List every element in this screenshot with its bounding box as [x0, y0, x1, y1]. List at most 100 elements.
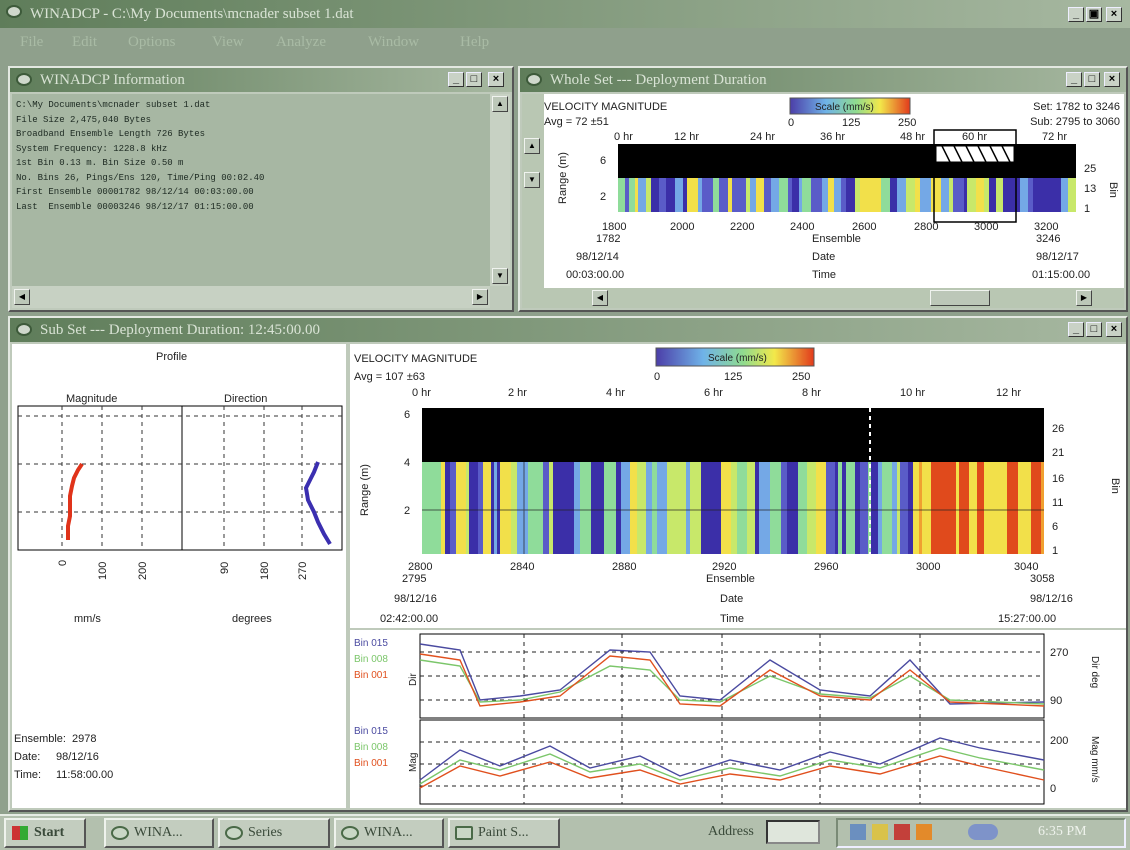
taskbar-item-wina-2[interactable]: WINA...	[334, 818, 444, 848]
selection-hatch	[935, 145, 1015, 163]
maximize-button[interactable]: □	[1084, 72, 1100, 87]
contour-stripe	[1071, 178, 1076, 212]
contour-stripe	[787, 462, 798, 554]
info-text-area[interactable]: C:\My Documents\mcnader subset 1.dat Fil…	[12, 94, 490, 286]
bin-tick: 25	[1084, 163, 1096, 175]
minimize-button[interactable]: _	[1068, 322, 1084, 337]
contour-stripe	[842, 462, 846, 554]
contour-stripe	[746, 178, 750, 212]
contour-stripe	[441, 462, 445, 554]
scroll-up-button[interactable]: ▲	[524, 138, 540, 154]
start-button[interactable]: Start	[4, 818, 86, 848]
contour-stripe	[497, 462, 500, 554]
minimize-button[interactable]: _	[448, 72, 464, 87]
dir-axis-tick: 90	[1050, 695, 1062, 707]
contour-stripe	[1018, 462, 1024, 554]
horizontal-scrollbar[interactable]	[12, 286, 490, 308]
bin-tick: 1	[1052, 545, 1058, 557]
contour-stripe	[996, 178, 1003, 212]
hour-tick: 60 hr	[962, 131, 987, 143]
taskbar-item-series[interactable]: Series	[218, 818, 330, 848]
contour-stripe	[701, 462, 712, 554]
contour-stripe	[1003, 178, 1013, 212]
selection-box[interactable]	[933, 129, 1017, 223]
taskbar-item-paint[interactable]: Paint S...	[448, 818, 560, 848]
bin-tick: 11	[1052, 497, 1063, 509]
vertical-scrollbar[interactable]	[522, 94, 544, 288]
contour-stripe	[564, 462, 574, 554]
horizontal-scrollbar[interactable]	[522, 288, 1124, 308]
close-button[interactable]: ×	[1106, 322, 1122, 337]
taskbar-item-wina-1[interactable]: WINA...	[104, 818, 214, 848]
window-icon[interactable]	[16, 73, 32, 86]
contour-stripe	[828, 178, 834, 212]
window-icon[interactable]	[526, 73, 542, 86]
maximize-button[interactable]: □	[1086, 322, 1102, 337]
end-date: 98/12/17	[1036, 251, 1079, 263]
tray-network-icon[interactable]	[850, 824, 866, 840]
scale-tick: 250	[792, 371, 810, 383]
menu-analyze[interactable]: Analyze	[276, 34, 326, 50]
address-input[interactable]	[766, 820, 820, 844]
menu-view[interactable]: View	[212, 34, 244, 50]
menu-window[interactable]: Window	[368, 34, 420, 50]
scroll-left-button[interactable]: ◀	[14, 289, 30, 305]
ensemble-tick: 2880	[612, 561, 636, 573]
contour-stripe	[469, 462, 478, 554]
close-button[interactable]: ×	[1104, 72, 1120, 87]
scroll-left-button[interactable]: ◀	[592, 290, 608, 306]
contour-stripe	[838, 462, 842, 554]
contour-stripe	[750, 178, 756, 212]
contour-stripe	[781, 462, 787, 554]
scroll-down-button[interactable]: ▼	[524, 172, 540, 188]
profile-chart: Profile Magnitude Direction 0 100 200 90…	[14, 351, 343, 781]
menu-bar: File Edit Options View Analyze Window He…	[0, 28, 1130, 56]
contour-stripe	[494, 462, 497, 554]
menu-file[interactable]: File	[20, 34, 44, 50]
contour-stripe	[549, 462, 553, 554]
minimize-button[interactable]: _	[1068, 7, 1084, 22]
scroll-down-button[interactable]: ▼	[492, 268, 508, 284]
tray-app-icon[interactable]	[916, 824, 932, 840]
vertical-scrollbar[interactable]	[490, 94, 510, 286]
tray-volume-icon[interactable]	[872, 824, 888, 840]
contour-stripe	[646, 462, 652, 554]
tray-mouse-icon[interactable]	[968, 824, 998, 840]
scroll-right-button[interactable]: ▶	[472, 289, 488, 305]
info-line: System Frequency: 1228.8 kHz	[16, 143, 168, 154]
contour-stripe	[629, 178, 635, 212]
hour-tick: 36 hr	[820, 131, 845, 143]
whole-set-contour-plot[interactable]: VELOCITY MAGNITUDE Avg = 72 ±51 Scale (m…	[522, 94, 1124, 288]
contour-stripe	[977, 462, 984, 554]
color-scale-bar	[655, 347, 815, 367]
minimize-button[interactable]: _	[1066, 72, 1082, 87]
menu-edit[interactable]: Edit	[72, 34, 97, 50]
menu-help[interactable]: Help	[460, 34, 490, 50]
subset-contour-plot[interactable]: VELOCITY MAGNITUDE Avg = 107 ±63 Scale (…	[350, 344, 1126, 628]
contour-stripe	[697, 462, 701, 554]
contour-stripe	[878, 462, 882, 554]
ensemble-tick: 3040	[1014, 561, 1038, 573]
menu-options[interactable]: Options	[128, 34, 176, 50]
contour-stripe	[892, 462, 897, 554]
app-icon[interactable]	[6, 5, 22, 18]
time-series-plot[interactable]: Bin 015 Bin 008 Bin 001 Bin 015 Bin 008 …	[350, 630, 1126, 808]
contour-stripe	[811, 178, 822, 212]
scroll-up-button[interactable]: ▲	[492, 96, 508, 112]
ensemble-tick: 2960	[814, 561, 838, 573]
maximize-button[interactable]: □	[466, 72, 482, 87]
close-button[interactable]: ×	[488, 72, 504, 87]
scroll-thumb[interactable]	[930, 290, 990, 306]
dir-axis-label: Dir deg	[1089, 656, 1100, 688]
dir-series-label: Dir	[408, 673, 419, 686]
time-label: Time	[812, 269, 836, 281]
tray-monitor-icon[interactable]	[894, 824, 910, 840]
time-label: Time	[720, 613, 744, 625]
scroll-right-button[interactable]: ▶	[1076, 290, 1092, 306]
window-icon[interactable]	[16, 323, 32, 336]
close-button[interactable]: ×	[1106, 7, 1122, 22]
contour-stripe	[613, 462, 616, 554]
restore-button[interactable]: ▣	[1086, 7, 1102, 22]
sub-window-title-bar: Sub Set --- Deployment Duration: 12:45:0…	[10, 318, 1126, 342]
contour-stripe	[1025, 178, 1028, 212]
